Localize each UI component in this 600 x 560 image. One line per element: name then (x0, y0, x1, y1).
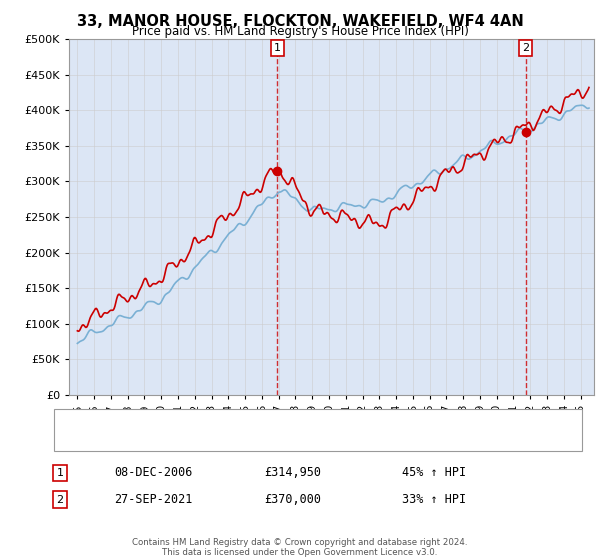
Text: £314,950: £314,950 (264, 466, 321, 479)
Text: 2: 2 (56, 494, 64, 505)
Text: 1: 1 (56, 468, 64, 478)
Text: 2: 2 (522, 43, 529, 53)
Text: 1: 1 (274, 43, 281, 53)
Text: £370,000: £370,000 (264, 493, 321, 506)
Text: 08-DEC-2006: 08-DEC-2006 (114, 466, 193, 479)
Text: 45% ↑ HPI: 45% ↑ HPI (402, 466, 466, 479)
Text: Contains HM Land Registry data © Crown copyright and database right 2024.
This d: Contains HM Land Registry data © Crown c… (132, 538, 468, 557)
Text: Price paid vs. HM Land Registry's House Price Index (HPI): Price paid vs. HM Land Registry's House … (131, 25, 469, 38)
Text: 27-SEP-2021: 27-SEP-2021 (114, 493, 193, 506)
Text: 33, MANOR HOUSE, FLOCKTON, WAKEFIELD, WF4 4AN: 33, MANOR HOUSE, FLOCKTON, WAKEFIELD, WF… (77, 14, 523, 29)
Text: 33% ↑ HPI: 33% ↑ HPI (402, 493, 466, 506)
Text: 33, MANOR HOUSE, FLOCKTON, WAKEFIELD, WF4 4AN (detached house): 33, MANOR HOUSE, FLOCKTON, WAKEFIELD, WF… (105, 416, 481, 426)
Text: HPI: Average price, detached house, Kirklees: HPI: Average price, detached house, Kirk… (105, 433, 340, 443)
